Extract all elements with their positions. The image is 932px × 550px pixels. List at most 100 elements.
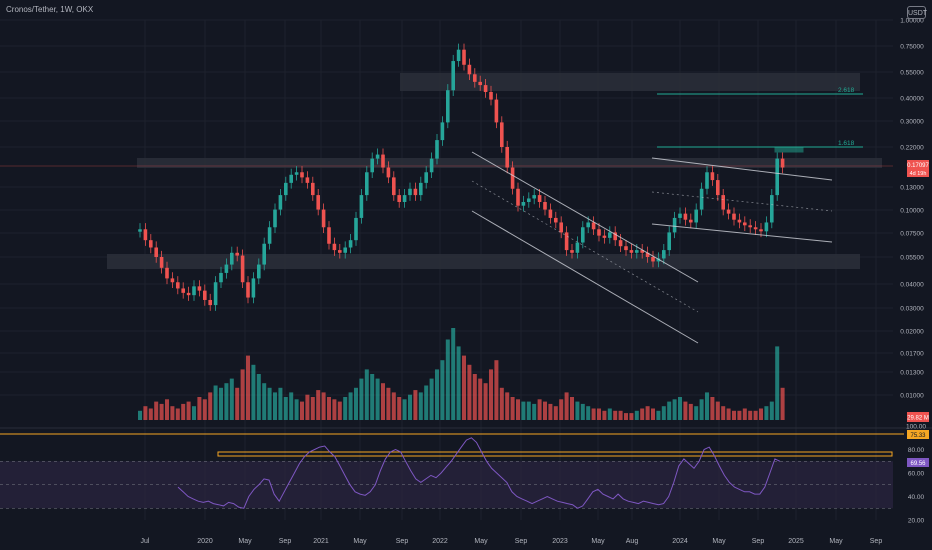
- rsi-value-tag: [907, 458, 929, 467]
- candle-body: [381, 154, 385, 168]
- volume-bar: [618, 410, 623, 420]
- volume-bar: [661, 406, 666, 420]
- volume-tag: [907, 412, 929, 422]
- volume-bar: [553, 406, 558, 420]
- volume-bar: [202, 399, 207, 420]
- volume-bar: [580, 403, 585, 420]
- candle-body: [289, 174, 293, 183]
- candle-body: [273, 209, 277, 228]
- currency-button[interactable]: USDT: [907, 6, 927, 19]
- volume-bar: [678, 397, 682, 420]
- y-tick-label: 0.55000: [900, 70, 924, 77]
- volume-bar: [440, 360, 445, 420]
- candle-body: [640, 250, 644, 253]
- trend-line: [471, 151, 699, 283]
- volume-bar: [435, 369, 439, 420]
- volume-bar: [597, 408, 601, 420]
- volume-bar: [688, 403, 693, 420]
- candle-body: [575, 242, 580, 253]
- volume-bar: [256, 374, 261, 420]
- volume-bar: [494, 360, 499, 420]
- x-tick-label: 2025: [788, 538, 804, 545]
- trend-line: [471, 210, 699, 344]
- channel-midline: [471, 180, 699, 313]
- candle-body: [537, 195, 542, 202]
- volume-bar: [505, 392, 510, 420]
- candle-body: [624, 246, 628, 251]
- candle-body: [629, 250, 634, 253]
- candle-body: [165, 267, 169, 279]
- volume-bar: [656, 410, 661, 420]
- volume-bar: [634, 410, 639, 420]
- volume-bar: [138, 410, 142, 420]
- volume-bar: [624, 413, 628, 420]
- volume-bar: [305, 394, 310, 420]
- candle-body: [716, 180, 720, 196]
- candle-body: [419, 182, 423, 196]
- rsi-upper-tag: [907, 430, 929, 439]
- volume-bar: [364, 369, 369, 420]
- volume-bar: [629, 413, 634, 420]
- volume-bar: [229, 378, 234, 420]
- x-tick-label: Sep: [279, 538, 292, 545]
- rsi-current-value: 69.56: [910, 461, 926, 467]
- volume-bar: [510, 397, 515, 420]
- candle-body: [192, 286, 196, 296]
- rsi-upper-value: 75.33: [910, 433, 926, 439]
- candle-body: [753, 227, 758, 230]
- volume-bar: [224, 383, 229, 420]
- x-tick-label: 2021: [313, 538, 329, 545]
- candle-body: [483, 85, 488, 92]
- candle-body: [267, 227, 272, 244]
- volume-bar: [699, 399, 704, 420]
- volume-bar: [289, 392, 294, 420]
- y-tick-label: 1.00000: [900, 18, 924, 25]
- x-tick-label: Sep: [870, 538, 883, 545]
- candle-body: [257, 264, 261, 279]
- candle-body: [699, 188, 704, 210]
- volume-bar: [570, 397, 574, 420]
- candle-body: [311, 182, 315, 196]
- candle-body: [392, 177, 396, 196]
- volume-bar: [759, 408, 763, 420]
- volume-bar: [143, 406, 148, 420]
- volume-bars: [138, 328, 785, 420]
- volume-bar: [278, 387, 283, 420]
- trend-drawings[interactable]: 2.618 1.618: [471, 87, 863, 344]
- candle-body: [500, 122, 504, 147]
- rsi-tick-label: 100.00: [906, 424, 926, 431]
- volume-bar: [780, 387, 785, 420]
- volume-bar: [640, 408, 645, 420]
- volume-bar: [159, 403, 164, 420]
- candle-body: [370, 158, 374, 173]
- candle-body: [284, 182, 288, 196]
- volume-bar: [775, 346, 780, 420]
- candle-body: [656, 258, 661, 262]
- candle-body: [213, 282, 218, 306]
- x-tick-label: Sep: [396, 538, 409, 545]
- candle-body: [764, 222, 769, 232]
- volume-bar: [683, 401, 688, 420]
- volume-bar: [327, 397, 331, 420]
- candle-body: [608, 232, 612, 238]
- volume-bar: [537, 399, 542, 420]
- volume-bar: [343, 397, 348, 420]
- candle-body: [543, 202, 547, 210]
- volume-bar: [586, 406, 591, 420]
- y-tick-label: 0.13000: [900, 185, 924, 192]
- candle-body: [208, 299, 212, 306]
- current-price-value: 0.17097: [907, 163, 929, 169]
- candle-body: [203, 290, 207, 300]
- volume-bar: [197, 397, 202, 420]
- volume-bar: [732, 410, 736, 420]
- volume-bar: [472, 374, 477, 420]
- candle-body: [343, 247, 347, 253]
- volume-bar: [602, 410, 607, 420]
- candle-body: [235, 252, 239, 256]
- x-tick-label: May: [712, 538, 726, 545]
- volume-bar: [516, 399, 520, 420]
- target-box: [774, 146, 804, 153]
- volume-bar: [526, 401, 531, 420]
- volume-bar: [321, 392, 326, 420]
